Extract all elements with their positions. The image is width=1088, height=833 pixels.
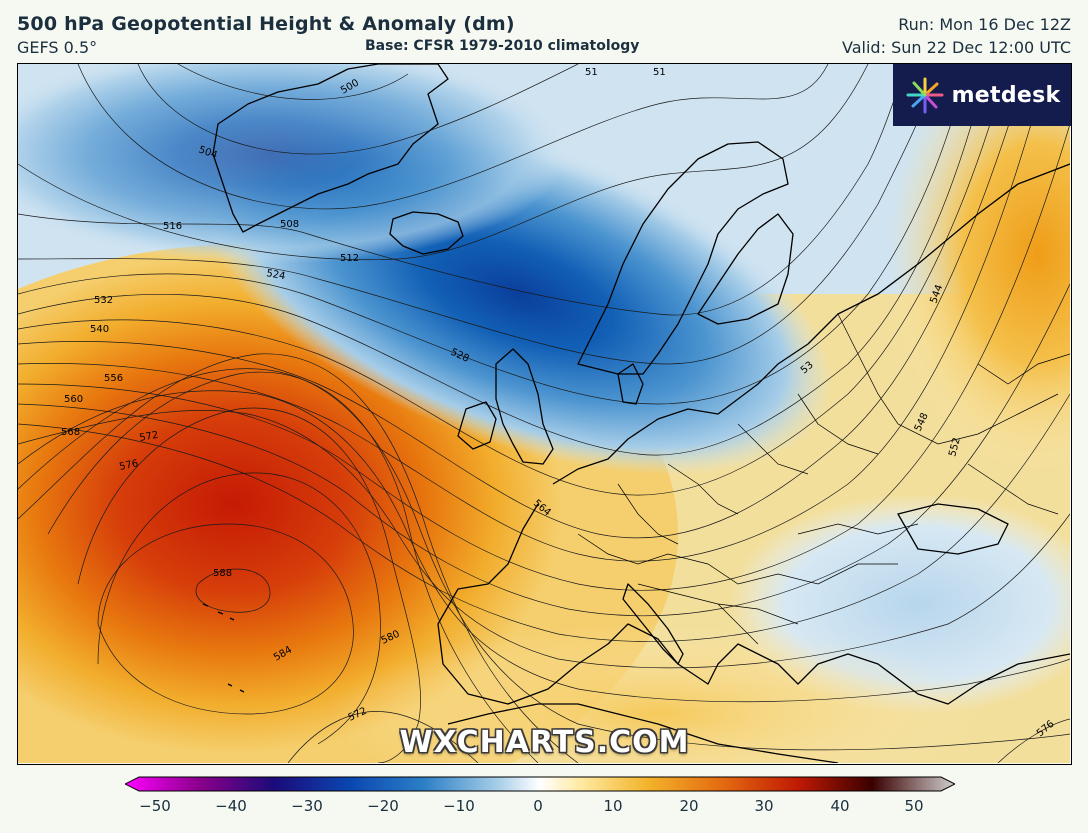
black-sea-coast <box>897 503 1009 555</box>
contour-572-south <box>287 711 479 763</box>
iceland-coast <box>389 211 464 255</box>
run-time-label: Run: Mon 16 Dec 12Z <box>898 15 1071 34</box>
colorbar-tick: −30 <box>291 797 323 815</box>
greenland-coast <box>212 64 449 233</box>
wxcharts-watermark: WXCHARTS.COM <box>399 725 690 760</box>
contour-label-532: 532 <box>94 295 113 306</box>
height-contours <box>18 64 1070 763</box>
canary-islands <box>227 683 245 693</box>
contour-label-556: 556 <box>104 373 123 384</box>
contour-label-576: 576 <box>118 458 139 473</box>
colorbar-tick: −10 <box>443 797 475 815</box>
scandinavia-coast <box>577 141 789 375</box>
metdesk-logo: metdesk <box>893 64 1071 126</box>
contour-label-508: 508 <box>280 219 299 230</box>
azores-islands <box>202 603 235 621</box>
border-line-3 <box>637 523 919 645</box>
contour-552 <box>18 393 1070 642</box>
colorbar-tick: 0 <box>533 797 543 815</box>
border-line-2 <box>617 393 879 545</box>
colorbar-tick: −50 <box>139 797 171 815</box>
contour-540 <box>18 64 1049 562</box>
metdesk-burst-icon <box>906 77 944 114</box>
contour-584 <box>97 523 354 715</box>
contour-512 <box>18 64 869 261</box>
denmark-coast <box>617 363 644 405</box>
climatology-base-label: Base: CFSR 1979-2010 climatology <box>365 38 640 54</box>
valid-time-label: Valid: Sun 22 Dec 12:00 UTC <box>842 38 1071 57</box>
coastlines <box>202 64 1070 763</box>
model-label: GEFS 0.5° <box>17 38 98 57</box>
contour-576 <box>77 407 421 763</box>
contour-label-572: 572 <box>139 430 160 444</box>
contour-528 <box>18 64 989 456</box>
contour-label-568: 568 <box>61 427 80 438</box>
contour-504 <box>137 64 579 155</box>
contour-568 <box>18 353 579 763</box>
contour-580 <box>97 472 381 745</box>
colorbar-tick: 20 <box>679 797 699 815</box>
contour-label-51-top-right: 51 <box>653 67 666 78</box>
border-line-1 <box>577 533 898 585</box>
british-isles-coast <box>495 348 554 465</box>
ireland-coast <box>457 401 497 450</box>
weather-map: 500 504 508 512 516 524 528 532 540 544 … <box>17 63 1072 765</box>
colorbar-tick: 50 <box>904 797 924 815</box>
contour-564 <box>18 368 1070 751</box>
contour-label-560: 560 <box>64 394 83 405</box>
contour-560 <box>18 390 1070 703</box>
metdesk-logo-text: metdesk <box>951 82 1061 108</box>
contour-532 <box>18 64 1009 496</box>
colorbar-tick: 10 <box>603 797 623 815</box>
europe-mainland-coast <box>437 163 1070 705</box>
italy-coast <box>622 583 684 665</box>
contour-520 <box>18 64 939 365</box>
colorbar-fill <box>125 776 955 792</box>
contour-label-540: 540 <box>90 324 109 335</box>
contour-500 <box>177 64 409 100</box>
colorbar-tick: −40 <box>215 797 247 815</box>
border-line-4 <box>837 313 1059 445</box>
anomaly-warm-russia <box>888 64 1070 474</box>
contour-576-se <box>997 718 1070 763</box>
contour-548 <box>18 283 1070 617</box>
contour-508 <box>77 64 829 210</box>
contour-label-516: 516 <box>163 221 182 232</box>
finland-coast <box>697 213 794 325</box>
contour-516 <box>18 64 909 316</box>
colorbar-tick: 40 <box>830 797 850 815</box>
chart-title: 500 hPa Geopotential Height & Anomaly (d… <box>17 13 515 35</box>
contour-label-552: 552 <box>947 436 963 457</box>
contour-label-51-top: 51 <box>585 67 598 78</box>
colorbar-tick: −20 <box>367 797 399 815</box>
contour-544 <box>18 123 1070 591</box>
contour-label-588: 588 <box>213 568 232 579</box>
contour-label-524: 524 <box>265 268 286 282</box>
contour-572 <box>47 371 539 763</box>
contour-556 <box>18 409 1070 669</box>
anomaly-colorbar <box>125 776 955 792</box>
country-borders <box>577 313 1070 645</box>
colorbar-tick: 30 <box>754 797 774 815</box>
anomaly-warm-mediterranean <box>328 624 988 763</box>
north-africa-coast <box>447 703 839 763</box>
contour-536 <box>18 64 1029 539</box>
border-line-5 <box>967 353 1070 515</box>
contour-label-512: 512 <box>340 253 359 264</box>
